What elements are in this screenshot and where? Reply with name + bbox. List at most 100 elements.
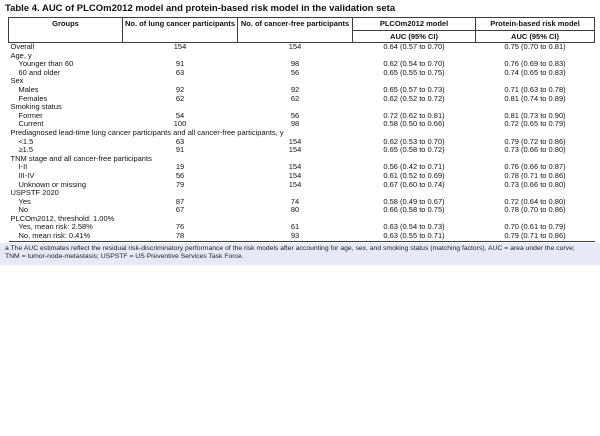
lung-cancer-count: 54 (175, 110, 185, 120)
cancer-free-count: 154 (288, 162, 302, 172)
group-label: Smoking status (10, 102, 62, 112)
section-row: Prediagnosed lead-time lung cancer parti… (9, 127, 595, 138)
lung-cancer-count: 19 (175, 162, 185, 172)
table-row: <1.5 63 154 0.62 (0.53 to 0.70) 0.79 (0.72 t… (9, 136, 595, 147)
column-header-groups: Groups (8, 17, 123, 43)
section-row: TNM stage and all cancer-free participan… (9, 154, 595, 164)
plco-auc-value: 0.65 (0.55 to 0.75) (383, 67, 445, 77)
section-row: PLCOm2012, threshold: 1.00% (9, 213, 595, 224)
protein-auc-value: 0.76 (0.69 to 0.83) (504, 59, 566, 69)
group-label: Prediagnosed lead-time lung cancer parti… (10, 127, 284, 137)
lung-cancer-count: 87 (175, 196, 185, 206)
table-row: ≥1.5 91 154 0.65 (0.58 to 0.72) 0.73 (0.66 t… (9, 146, 595, 155)
footnote-text: The AUC estimates reflect the residual r… (5, 244, 575, 261)
group-label: <1.5 (18, 136, 34, 146)
table-row: Unknown or missing 79 154 0.67 (0.60 to 0.7… (9, 179, 595, 190)
auc-table: Groups No. of lung cancer participants N… (8, 17, 595, 242)
cancer-free-count: 154 (288, 145, 302, 155)
group-label: Age, y (10, 50, 32, 60)
protein-auc-value: 0.78 (0.71 to 0.86) (504, 170, 566, 180)
protein-auc-value: 0.75 (0.70 to 0.81) (504, 42, 566, 51)
protein-auc-value: 0.78 (0.70 to 0.86) (504, 205, 566, 215)
cancer-free-count: 80 (290, 205, 300, 215)
plco-auc-value: 0.72 (0.62 to 0.81) (383, 110, 445, 120)
group-label: Younger than 60 (18, 59, 74, 69)
table-row: Overall 154 154 0.64 (0.57 to 0.70) 0.75 (0.… (9, 42, 595, 52)
plco-auc-value: 0.61 (0.52 to 0.69) (383, 170, 445, 180)
table-header: Groups No. of lung cancer participants N… (8, 17, 595, 43)
plco-auc-value: 0.62 (0.53 to 0.70) (383, 136, 445, 146)
table-row: Males 92 92 0.65 (0.57 to 0.73) 0.71 (0.63 t… (9, 84, 595, 95)
cancer-free-count: 98 (290, 119, 300, 129)
subheader-protein-auc: AUC (95% CI) (475, 30, 595, 43)
plco-auc-value: 0.56 (0.42 to 0.71) (383, 162, 445, 172)
cancer-free-count: 56 (290, 67, 300, 77)
table-row: 60 and older 63 56 0.65 (0.55 to 0.75) 0.74 … (9, 67, 595, 78)
plco-auc-value: 0.63 (0.55 to 0.71) (352, 231, 476, 242)
cancer-free-count: 154 (288, 42, 302, 51)
protein-auc-value: 0.72 (0.65 to 0.79) (504, 119, 566, 129)
cancer-free-count: 92 (290, 84, 300, 94)
table-row: Younger than 60 91 98 0.62 (0.54 to 0.70) 0.… (9, 60, 595, 69)
plco-auc-value: 0.62 (0.52 to 0.72) (383, 93, 445, 103)
lung-cancer-count: 78 (122, 231, 238, 242)
protein-auc-value: 0.73 (0.66 to 0.80) (504, 179, 566, 189)
group-label: ≥1.5 (18, 145, 34, 155)
cancer-free-count: 154 (288, 179, 302, 189)
group-label: No, mean risk: 0.41% (8, 231, 123, 242)
plco-auc-value: 0.58 (0.49 to 0.67) (383, 196, 445, 206)
group-label: PLCOm2012, threshold: 1.00% (10, 213, 115, 223)
table-footnote: a The AUC estimates reflect the residual… (0, 242, 600, 266)
cancer-free-count: 62 (290, 93, 300, 103)
group-label: Yes (18, 196, 31, 206)
lung-cancer-count: 62 (175, 93, 185, 103)
column-header-protein-model: Protein-based risk model (475, 17, 595, 31)
group-label: Unknown or missing (18, 179, 87, 189)
cancer-free-count: 154 (288, 136, 302, 146)
table-row: Yes 87 74 0.58 (0.49 to 0.67) 0.72 (0.64 to … (9, 196, 595, 207)
table-row: I-II 19 154 0.56 (0.42 to 0.71) 0.76 (0.66 t… (9, 163, 595, 172)
plco-auc-value: 0.63 (0.54 to 0.73) (383, 222, 445, 232)
lung-cancer-count: 154 (173, 42, 187, 51)
cancer-free-count: 154 (288, 170, 302, 180)
group-label: USPSTF 2020 (10, 188, 59, 198)
section-row: Smoking status (9, 103, 595, 112)
table-row: No, mean risk: 0.41% 78 93 0.63 (0.55 to 0.… (8, 231, 595, 242)
protein-auc-value: 0.81 (0.74 to 0.89) (504, 93, 566, 103)
lung-cancer-count: 56 (175, 170, 185, 180)
plco-auc-value: 0.58 (0.50 to 0.66) (383, 119, 445, 129)
group-label: Former (18, 110, 43, 120)
table-title-text: Table 4. AUC of PLCOm2012 model and prot… (5, 3, 390, 14)
protein-auc-value: 0.81 (0.73 to 0.90) (504, 110, 566, 120)
table-row: Current 100 98 0.58 (0.50 to 0.66) 0.72 (0.6… (9, 120, 595, 129)
lung-cancer-count: 92 (175, 84, 185, 94)
lung-cancer-count: 63 (175, 136, 185, 146)
plco-auc-value: 0.65 (0.58 to 0.72) (383, 145, 445, 155)
group-label: Overall (10, 42, 35, 51)
protein-auc-value: 0.73 (0.66 to 0.80) (504, 145, 566, 155)
cancer-free-count: 98 (290, 59, 300, 69)
protein-auc-value: 0.79 (0.72 to 0.86) (504, 136, 566, 146)
plco-auc-value: 0.64 (0.57 to 0.70) (383, 42, 445, 51)
table-title: Table 4. AUC of PLCOm2012 model and prot… (0, 0, 600, 17)
plco-auc-value: 0.66 (0.58 to 0.75) (383, 205, 445, 215)
lung-cancer-count: 76 (175, 222, 185, 232)
plco-auc-value: 0.65 (0.57 to 0.73) (383, 84, 445, 94)
lung-cancer-count: 67 (175, 205, 185, 215)
subheader-plco-auc: AUC (95% CI) (352, 30, 476, 43)
table-row: Former 54 56 0.72 (0.62 to 0.81) 0.81 (0.73 … (9, 110, 595, 121)
lung-cancer-count: 91 (175, 145, 185, 155)
group-label: Females (18, 93, 48, 103)
cancer-free-count: 56 (290, 110, 300, 120)
protein-auc-value: 0.71 (0.63 to 0.78) (504, 84, 566, 94)
group-label: Current (18, 119, 44, 129)
section-row: Sex (9, 77, 595, 86)
column-header-plco-model: PLCOm2012 model (352, 17, 476, 31)
lung-cancer-count: 79 (175, 179, 185, 189)
column-header-lung-cancer-count: No. of lung cancer participants (122, 17, 238, 43)
plco-auc-value: 0.67 (0.60 to 0.74) (383, 179, 445, 189)
cancer-free-count: 74 (290, 196, 300, 206)
cancer-free-count: 61 (290, 222, 300, 232)
lung-cancer-count: 100 (173, 119, 187, 129)
group-label: I-II (18, 162, 28, 172)
